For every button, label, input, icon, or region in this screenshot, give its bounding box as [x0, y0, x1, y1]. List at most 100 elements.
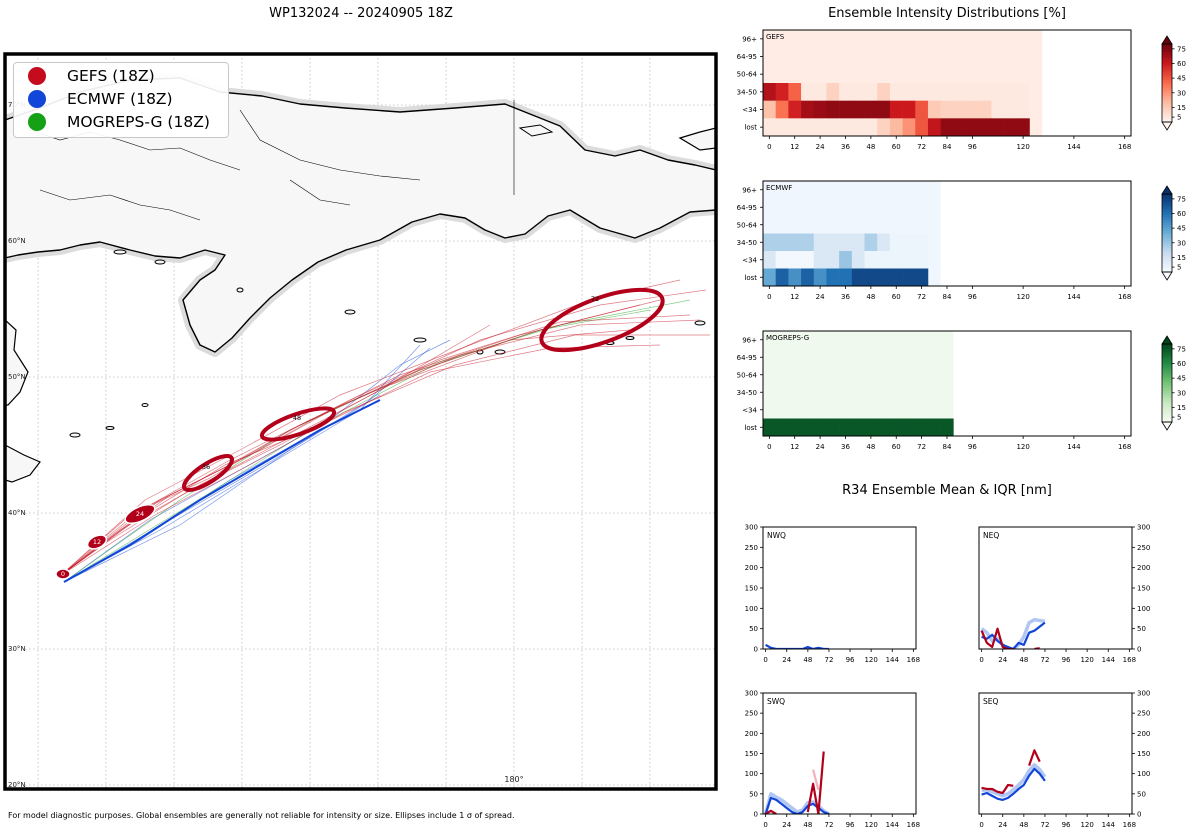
colorbar-tick-label: 30	[1177, 89, 1186, 97]
heatmap-cell	[775, 233, 789, 252]
colorbar-extend-bottom	[1161, 121, 1173, 131]
heatmap-cell	[902, 118, 916, 137]
heatmap-xtick-label: 24	[816, 443, 825, 451]
colorbar-segment	[1162, 54, 1172, 58]
colorbar-frame	[1161, 193, 1173, 273]
ellipse-hour-48: 48	[259, 406, 337, 442]
heatmap-cell	[889, 418, 903, 437]
heatmap-cell	[813, 118, 827, 137]
heatmap-cell	[978, 83, 992, 101]
heatmap-cell	[839, 100, 853, 119]
heatmap-cell	[915, 83, 929, 101]
r34-xtick-label: 96	[1062, 821, 1071, 829]
colorbar-extend-top	[1161, 185, 1173, 195]
colorbar-segment	[1162, 103, 1172, 107]
heatmap-xtick-label: 24	[816, 293, 825, 301]
r34-ytick-label: 0	[1137, 646, 1141, 654]
r34-xtick-label: 48	[803, 656, 812, 664]
ellipse-label-12: 12	[93, 538, 101, 546]
heatmap-cell	[763, 233, 776, 252]
r34-xtick-label: 72	[1040, 821, 1049, 829]
r34-ytick-label: 50	[749, 790, 758, 798]
heatmap-cell	[839, 418, 853, 437]
colorbar-segment	[1162, 204, 1172, 208]
heatmap-cell	[902, 83, 916, 101]
heatmap-cell	[813, 418, 827, 437]
r34-xtick-label: 144	[1102, 656, 1116, 664]
heatmap-xtick-label: 48	[866, 443, 875, 451]
lat-label-50: 50°N	[8, 373, 26, 381]
heatmap-ytick-label: 34-50	[737, 88, 757, 96]
heatmap-xtick-label: 120	[1016, 443, 1029, 451]
r34-panel-label: SEQ	[983, 697, 998, 706]
colorbar-segment	[1162, 380, 1172, 384]
r34-ytick-label: 100	[1137, 605, 1150, 613]
heatmap-xtick-label: 84	[943, 443, 952, 451]
colorbar-segment	[1162, 233, 1172, 236]
track-map: WP132024 -- 20240905 18Z	[3, 6, 718, 791]
colorbar-segment	[1162, 75, 1172, 79]
heatmap-cell	[889, 251, 903, 269]
series-gefs	[980, 627, 1014, 649]
r34-ytick-label: 300	[745, 690, 758, 698]
heatmap-cell	[801, 100, 815, 119]
colorbar-segment	[1162, 225, 1172, 229]
heatmap-cell	[788, 83, 802, 101]
colorbar-segment	[1162, 246, 1172, 249]
r34-xtick-label: 120	[1080, 821, 1093, 829]
colorbar-segment	[1162, 367, 1172, 371]
colorbar-segment	[1162, 393, 1172, 397]
heatmap-xtick-label: 12	[790, 443, 799, 451]
heatmap-cell	[775, 118, 789, 137]
colorbar-segment	[1162, 344, 1172, 347]
heatmap-xtick-label: 144	[1067, 293, 1081, 301]
heatmap-cell	[877, 268, 891, 287]
colorbar-segment	[1162, 256, 1172, 260]
colorbar-segment	[1162, 212, 1172, 216]
heatmap-cell	[889, 268, 903, 287]
r34-ytick-label: 0	[1137, 811, 1141, 819]
colorbar-tick-label: 15	[1177, 254, 1186, 262]
colorbar-segment	[1162, 243, 1172, 247]
heatmap-cell	[763, 83, 776, 101]
heatmap-cell	[1016, 83, 1030, 101]
ellipse-label-0: 0	[61, 570, 65, 578]
heatmap-cell	[915, 100, 929, 119]
colorbar-extend-top	[1161, 335, 1173, 345]
colorbar-segment	[1162, 90, 1172, 94]
colorbar-segment	[1162, 209, 1172, 213]
heatmap-cell	[801, 118, 815, 137]
heatmap-ytick-label: 64-95	[737, 53, 757, 61]
heatmap-xtick-label: 0	[767, 293, 771, 301]
colorbar-segment	[1162, 269, 1172, 273]
r34-frame	[762, 526, 917, 650]
heatmap-cell	[902, 233, 916, 252]
series-gefs	[765, 809, 777, 814]
heatmap-gefs: GEFS 96+ 64-95 50-64 34-50 <34 lost 0 12 24 36 48 60…	[737, 29, 1186, 151]
heatmap-cell	[826, 233, 840, 252]
heatmap-panel-label: MOGREPS-G	[766, 334, 809, 342]
r34-xtick-label: 72	[1040, 656, 1049, 664]
r34-plot-area	[981, 749, 1047, 802]
heatmap-cell	[826, 251, 840, 269]
colorbar-tick-label: 75	[1177, 195, 1186, 203]
colorbar-segment	[1162, 403, 1172, 407]
colorbar-segment	[1162, 59, 1172, 63]
heatmap-cell	[1004, 100, 1018, 119]
heatmap-ytick-label: 96+	[742, 336, 757, 344]
heatmap-cell	[889, 100, 903, 119]
colorbar-frame	[1161, 43, 1173, 123]
colorbar-tick-label: 15	[1177, 404, 1186, 412]
heatmap-xtick-label: 60	[892, 443, 901, 451]
heatmap-ytick-label: 96+	[742, 186, 757, 194]
heatmap-cell	[1004, 118, 1018, 137]
colorbar-segment	[1162, 259, 1172, 262]
heatmap-xtick-label: 96	[968, 143, 977, 151]
heatmap-cell	[864, 83, 878, 101]
heatmap-panel-label: ECMWF	[766, 184, 792, 192]
legend-label-gefs: GEFS (18Z)	[67, 67, 155, 85]
heatmap-cell	[775, 418, 789, 437]
heatmap-cell	[864, 251, 878, 269]
